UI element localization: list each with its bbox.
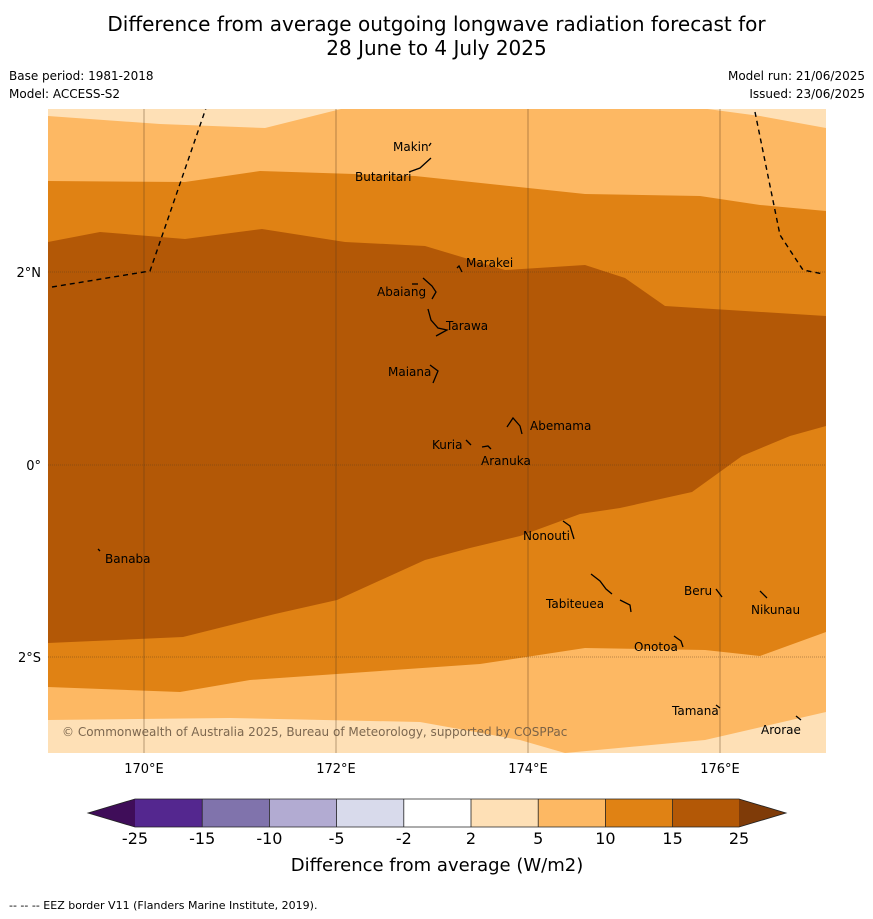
eez-border xyxy=(51,109,824,288)
colorbar-label: Difference from average (W/m2) xyxy=(291,855,583,876)
place-abaiang: Abaiang xyxy=(377,285,426,299)
place-beru: Beru xyxy=(684,584,712,598)
eez-footnote: -- -- -- EEZ border V11 (Flanders Marine… xyxy=(9,899,318,912)
band-15-25 xyxy=(48,229,826,643)
place-banaba: Banaba xyxy=(105,552,151,566)
lat-tick-2s: 2°S xyxy=(18,651,41,666)
lat-tick-2n: 2°N xyxy=(17,266,42,281)
colorbar-ticks: -25 -15 -10 -5 -2 2 5 10 15 25 xyxy=(122,829,749,848)
colorbar-tick-3: -10 xyxy=(256,829,282,848)
map-title: Difference from average outgoing longwav… xyxy=(0,12,873,60)
place-onotoa: Onotoa xyxy=(634,640,678,654)
place-nikunau: Nikunau xyxy=(751,603,800,617)
lon-tick-172e: 172°E xyxy=(316,762,356,777)
colorbar-swatch-9 xyxy=(672,799,739,827)
lon-tick-176e: 176°E xyxy=(700,762,740,777)
place-tabiteuea: Tabiteuea xyxy=(545,597,604,611)
colorbar-tick-4: -5 xyxy=(329,829,345,848)
place-makin: Makin xyxy=(393,140,429,154)
place-arorae: Arorae xyxy=(761,723,801,737)
model-name: Model: ACCESS-S2 xyxy=(9,87,121,101)
meta-right: Model run: 21/06/2025 Issued: 23/06/2025 xyxy=(728,67,865,103)
colorbar-low-extension xyxy=(88,799,135,827)
lon-tick-174e: 174°E xyxy=(508,762,548,777)
lon-tick-170e: 170°E xyxy=(124,762,164,777)
place-marakei: Marakei xyxy=(466,256,513,270)
place-tamana: Tamana xyxy=(671,704,719,718)
issued-date: Issued: 23/06/2025 xyxy=(749,87,865,101)
place-maiana: Maiana xyxy=(388,365,431,379)
meta-left: Base period: 1981-2018 Model: ACCESS-S2 xyxy=(9,67,154,103)
axis-labels: 170°E 172°E 174°E 176°E 2°N 0° 2°S xyxy=(17,266,740,777)
island-outlines xyxy=(97,142,802,721)
colorbar-swatch-4 xyxy=(336,799,404,827)
place-butaritari: Butaritari xyxy=(355,170,412,184)
copyright-notice: © Commonwealth of Australia 2025, Bureau… xyxy=(62,725,567,739)
colorbar-swatch-3 xyxy=(269,799,337,827)
colorbar-swatch-7 xyxy=(538,799,606,827)
place-aranuka: Aranuka xyxy=(481,454,531,468)
colorbar-swatch-6 xyxy=(471,799,539,827)
colorbar-tick-7: 5 xyxy=(533,829,543,848)
gridlines xyxy=(48,109,826,753)
colorbar-swatch-2 xyxy=(202,799,270,827)
colorbar-tick-10: 25 xyxy=(729,829,749,848)
colorbar-tick-8: 10 xyxy=(595,829,615,848)
colorbar-swatch-1 xyxy=(135,799,203,827)
base-period: Base period: 1981-2018 xyxy=(9,69,154,83)
colorbar-tick-1: -25 xyxy=(122,829,148,848)
place-abemama: Abemama xyxy=(530,419,591,433)
place-labels: Makin Butaritari Marakei Abaiang Tarawa … xyxy=(105,140,801,737)
colorbar-dividers xyxy=(86,798,788,828)
colorbar: -25 -15 -10 -5 -2 2 5 10 15 25 Differenc… xyxy=(86,798,788,876)
place-nonouti: Nonouti xyxy=(523,529,570,543)
place-kuria: Kuria xyxy=(432,438,463,452)
colorbar-tick-9: 15 xyxy=(662,829,682,848)
title-line-2: 28 June to 4 July 2025 xyxy=(326,36,547,60)
lat-tick-0: 0° xyxy=(26,459,41,474)
colorbar-tick-2: -15 xyxy=(189,829,215,848)
map-area: Makin Butaritari Marakei Abaiang Tarawa … xyxy=(48,109,826,753)
place-tarawa: Tarawa xyxy=(445,319,488,333)
colorbar-tick-5: -2 xyxy=(396,829,412,848)
title-line-1: Difference from average outgoing longwav… xyxy=(107,12,766,36)
model-run: Model run: 21/06/2025 xyxy=(727,69,865,83)
colorbar-swatch-5 xyxy=(403,799,471,827)
colorbar-tick-6: 2 xyxy=(466,829,476,848)
colorbar-high-extension xyxy=(739,799,786,827)
colorbar-swatch-8 xyxy=(605,799,673,827)
